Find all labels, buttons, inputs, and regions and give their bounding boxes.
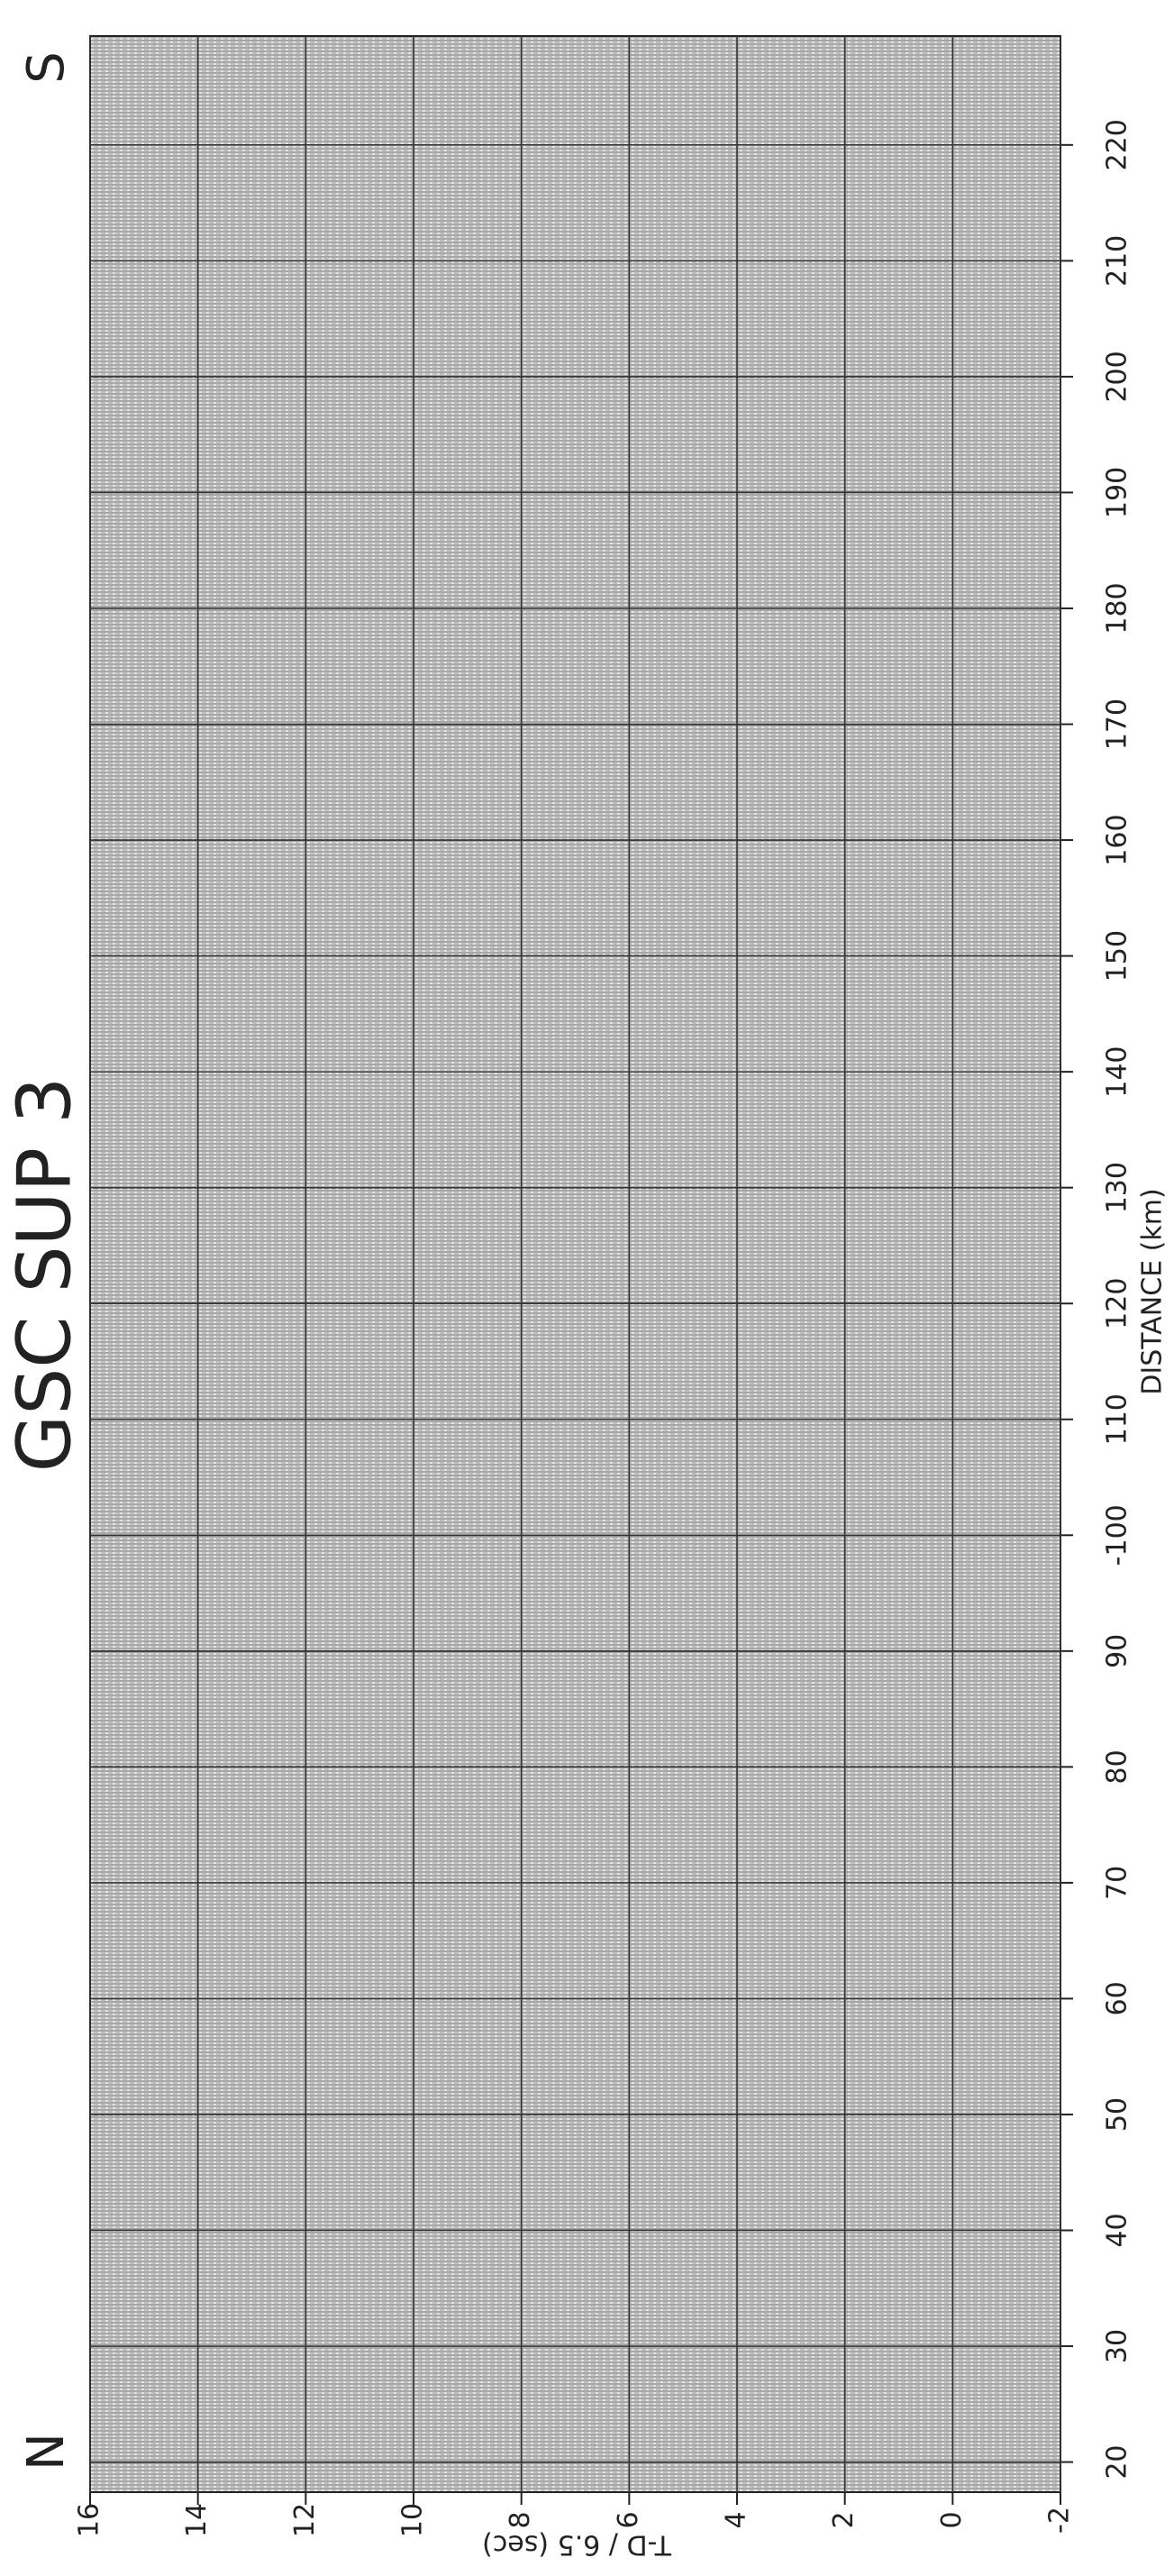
x-tick-label: 190 [1102,467,1133,518]
y-tick-label: 2 [828,2511,860,2528]
x-tick-label: 210 [1102,235,1133,287]
x-axis-title: DISTANCE (km) [1137,1188,1169,1394]
y-tick-label: 16 [74,2503,105,2537]
y-tick-label: 10 [397,2503,429,2537]
y-tick-label: 6 [613,2511,644,2528]
x-tick-label: 20 [1102,2444,1133,2479]
y-tick-label: 14 [181,2503,213,2537]
x-tick-label: 40 [1102,2213,1133,2247]
x-tick-label: 130 [1102,1162,1133,1213]
y-tick-label: 12 [289,2503,321,2537]
x-tick-label: 160 [1102,814,1133,865]
x-tick-label: 30 [1102,2329,1133,2363]
x-tick-label: 140 [1102,1046,1133,1097]
x-tick-label: 170 [1102,699,1133,750]
x-tick-label: 220 [1102,119,1133,170]
x-tick-label: 90 [1102,1634,1133,1668]
x-tick-label: -100 [1102,1504,1133,1566]
y-tick-label: -2 [1044,2507,1076,2534]
x-tick-label: 110 [1102,1393,1133,1445]
y-axis-title: T-D / 6.5 (sec) [482,2529,672,2561]
x-tick-label: 200 [1102,351,1133,402]
x-tick-label: 60 [1102,1981,1133,2015]
y-tick-label: 8 [505,2511,536,2528]
direction-label: N [17,2433,76,2471]
direction-label: S [17,51,76,84]
x-tick-label: 50 [1102,2097,1133,2132]
y-tick-label: 0 [936,2511,968,2528]
x-tick-label: 180 [1102,582,1133,634]
y-tick-label: 4 [721,2511,752,2528]
x-tick-label: 70 [1102,1866,1133,1900]
x-tick-label: 120 [1102,1278,1133,1329]
record-section [89,35,1061,2493]
x-tick-label: 150 [1102,930,1133,982]
chart-title: GSC SUP 3 [2,1077,87,1473]
x-tick-label: 80 [1102,1749,1133,1784]
